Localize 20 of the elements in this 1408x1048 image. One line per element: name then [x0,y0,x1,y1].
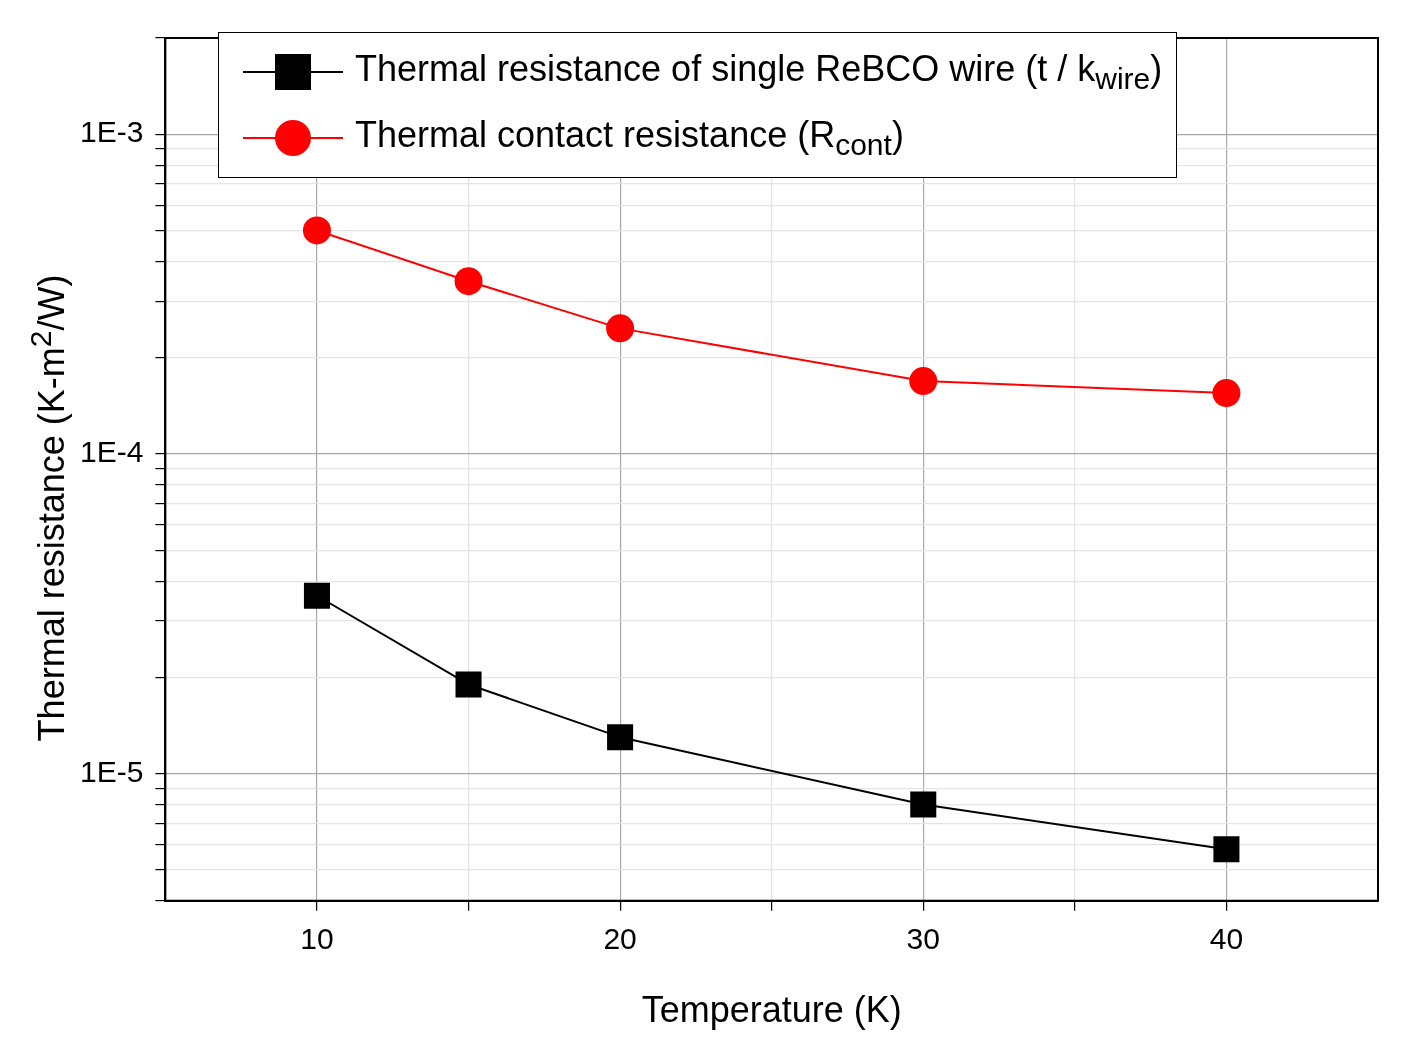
point [303,582,330,609]
point [606,314,635,343]
point [302,216,331,245]
x-tick-label: 20 [603,922,637,956]
y-tick-label: 1E-4 [79,435,144,469]
point [1212,379,1241,408]
y-tick-label: 1E-5 [79,754,144,788]
point [455,671,482,698]
y-tick-label: 1E-3 [79,115,144,149]
legend-label: Thermal resistance of single ReBCO wire (t / k$_{wire}$) [355,47,1163,97]
point [909,367,938,396]
point [910,791,937,818]
point [1213,836,1240,863]
point [454,267,483,296]
x-tick-label: 10 [300,922,334,956]
legend-label: Thermal contact resistance (R$_{cont}$) [355,113,904,163]
x-axis-title: Temperature (K) [641,989,902,1031]
x-tick-label: 40 [1209,922,1244,956]
point [607,724,634,751]
x-tick-label: 30 [906,922,940,956]
